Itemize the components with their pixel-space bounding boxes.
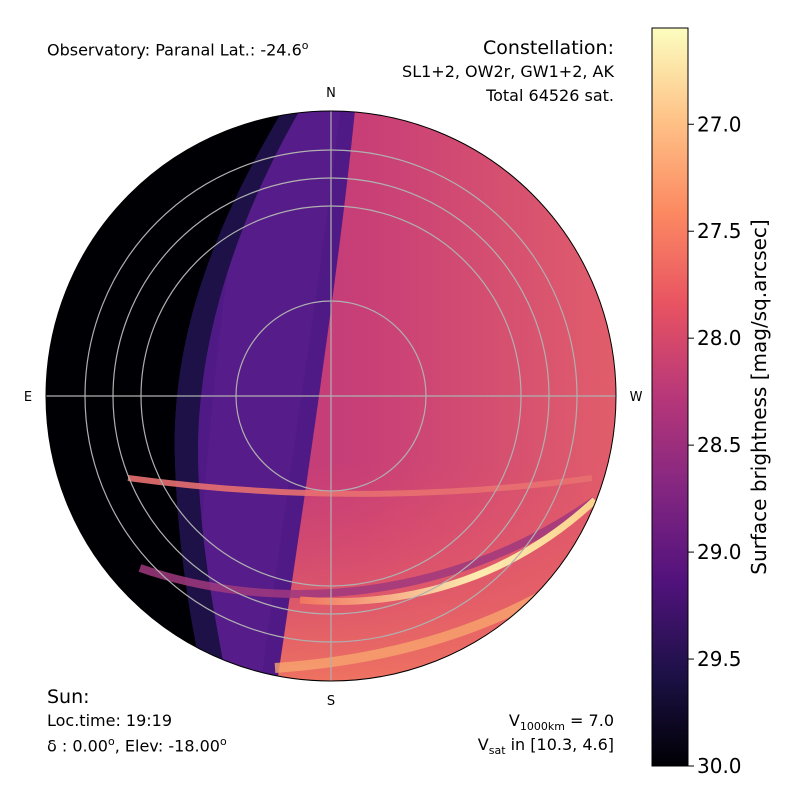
colorbar-label: Surface brightness [mag/sq.arcsec] (747, 219, 771, 574)
bright-arc (299, 497, 598, 606)
v1000km-value: V1000km = 7.0 (508, 711, 614, 734)
direction-label-W: W (630, 390, 643, 405)
colorbar-tick-label: 27.5 (697, 219, 742, 243)
shadow-fringe (174, 111, 300, 681)
direction-label-E: E (24, 390, 32, 405)
colorbar-tick-label: 27.0 (697, 112, 742, 136)
direction-label-N: N (326, 86, 336, 101)
sun-title: Sun: (47, 686, 90, 708)
vsat-range: Vsat in [10.3, 4.6] (477, 735, 614, 758)
sun-position: δ : 0.00o, Elev: -18.00o (47, 735, 227, 756)
horizon-circle (45, 110, 617, 682)
colorbar-tick-label: 29.5 (697, 647, 742, 671)
colorbar-tick-label: 30.0 (697, 754, 742, 778)
eastern-horizon-shadow (46, 111, 283, 681)
constellation-title: Constellation: (483, 37, 614, 59)
colorbar-tick-label: 28.0 (697, 326, 742, 350)
constellation-total: Total 64526 sat. (486, 86, 614, 105)
colorbar-tick-label: 29.0 (697, 540, 742, 564)
colorbar-ticks: 27.0 27.5 28.0 28.5 29.0 29.5 30.0 (688, 112, 742, 778)
colorbar (651, 27, 689, 767)
sun-local-time: Loc.time: 19:19 (47, 711, 173, 730)
sky-heatmap (46, 111, 616, 681)
constellation-list: SL1+2, OW2r, GW1+2, AK (402, 62, 614, 81)
direction-label-S: S (327, 694, 335, 709)
satellite-band-upper (127, 475, 593, 497)
observatory-label: Observatory: Paranal Lat.: -24.6o (47, 39, 309, 60)
satellite-band-lower (138, 496, 598, 598)
colorbar-tick-label: 28.5 (697, 433, 742, 457)
altitude-grid (46, 111, 616, 681)
eastern-sky-inner (190, 111, 340, 681)
